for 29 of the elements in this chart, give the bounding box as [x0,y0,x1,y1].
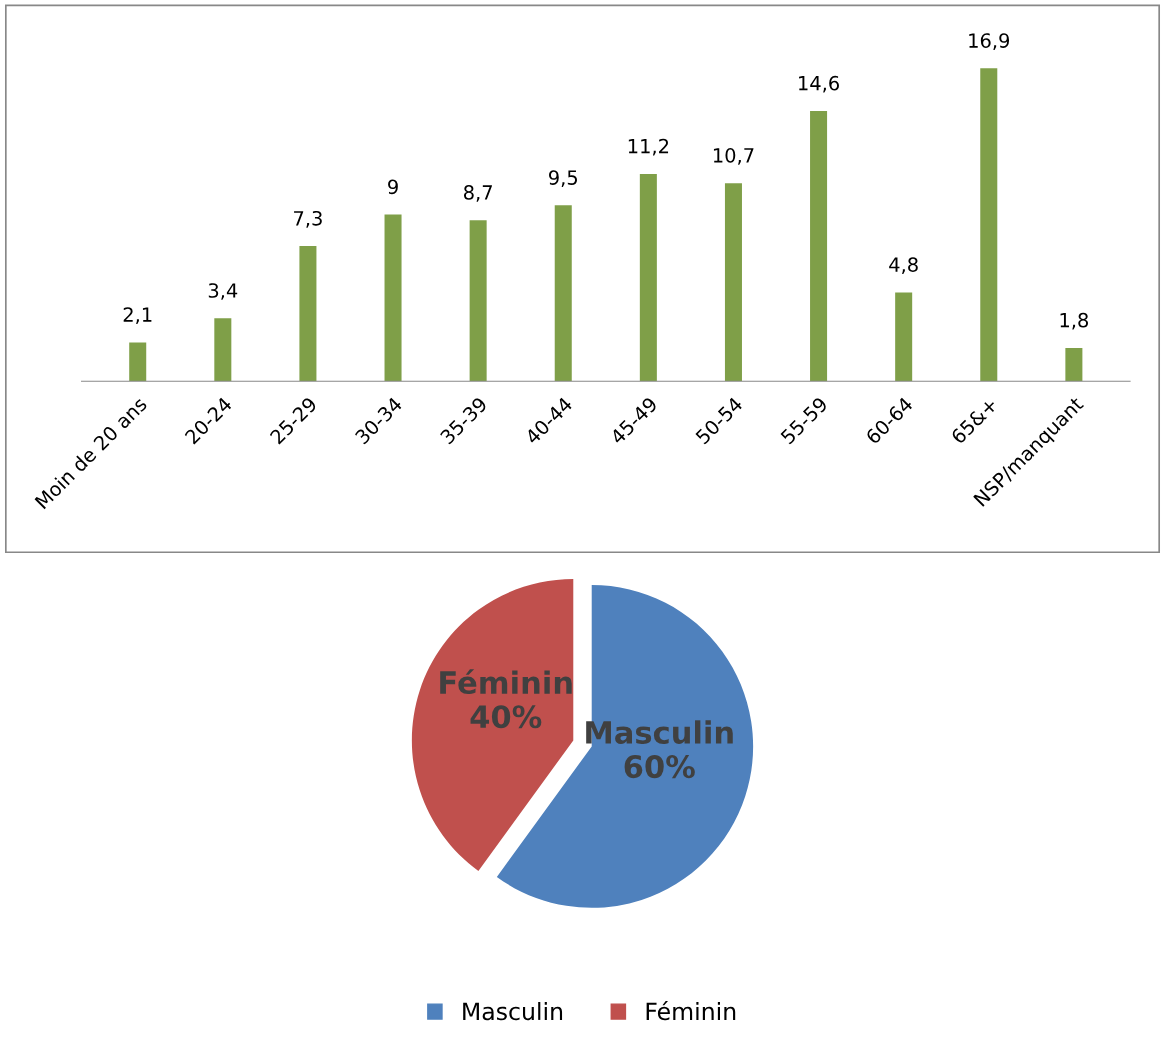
data-label: 2,1 [123,307,152,324]
bar [639,173,657,382]
bar [214,318,232,382]
data-label: 1,8 [1060,312,1089,330]
bar [469,220,487,382]
bar [724,183,742,382]
bar [129,342,147,382]
bar [554,205,572,382]
legend-label: Masculin [463,1001,563,1021]
bar [980,68,998,382]
bar [299,246,317,382]
legend-label: Féminin [646,1001,736,1021]
data-label: 40% [470,705,542,729]
slice-label: Féminin [440,669,572,695]
data-label: 9,5 [549,170,578,187]
data-label: 9 [388,179,398,195]
data-label: 16,9 [969,33,1010,50]
bar [895,292,913,382]
data-label: 11,2 [628,138,669,156]
data-label: 3,4 [208,283,238,300]
bar [810,110,828,382]
bar [384,214,402,382]
data-label: 60% [624,755,695,779]
data-label: 14,6 [799,75,839,93]
data-label: 4,8 [889,257,918,274]
data-label: 7,3 [294,210,322,228]
bar [1065,347,1083,382]
data-label: 8,7 [464,185,492,202]
data-label: 10,7 [713,148,754,165]
